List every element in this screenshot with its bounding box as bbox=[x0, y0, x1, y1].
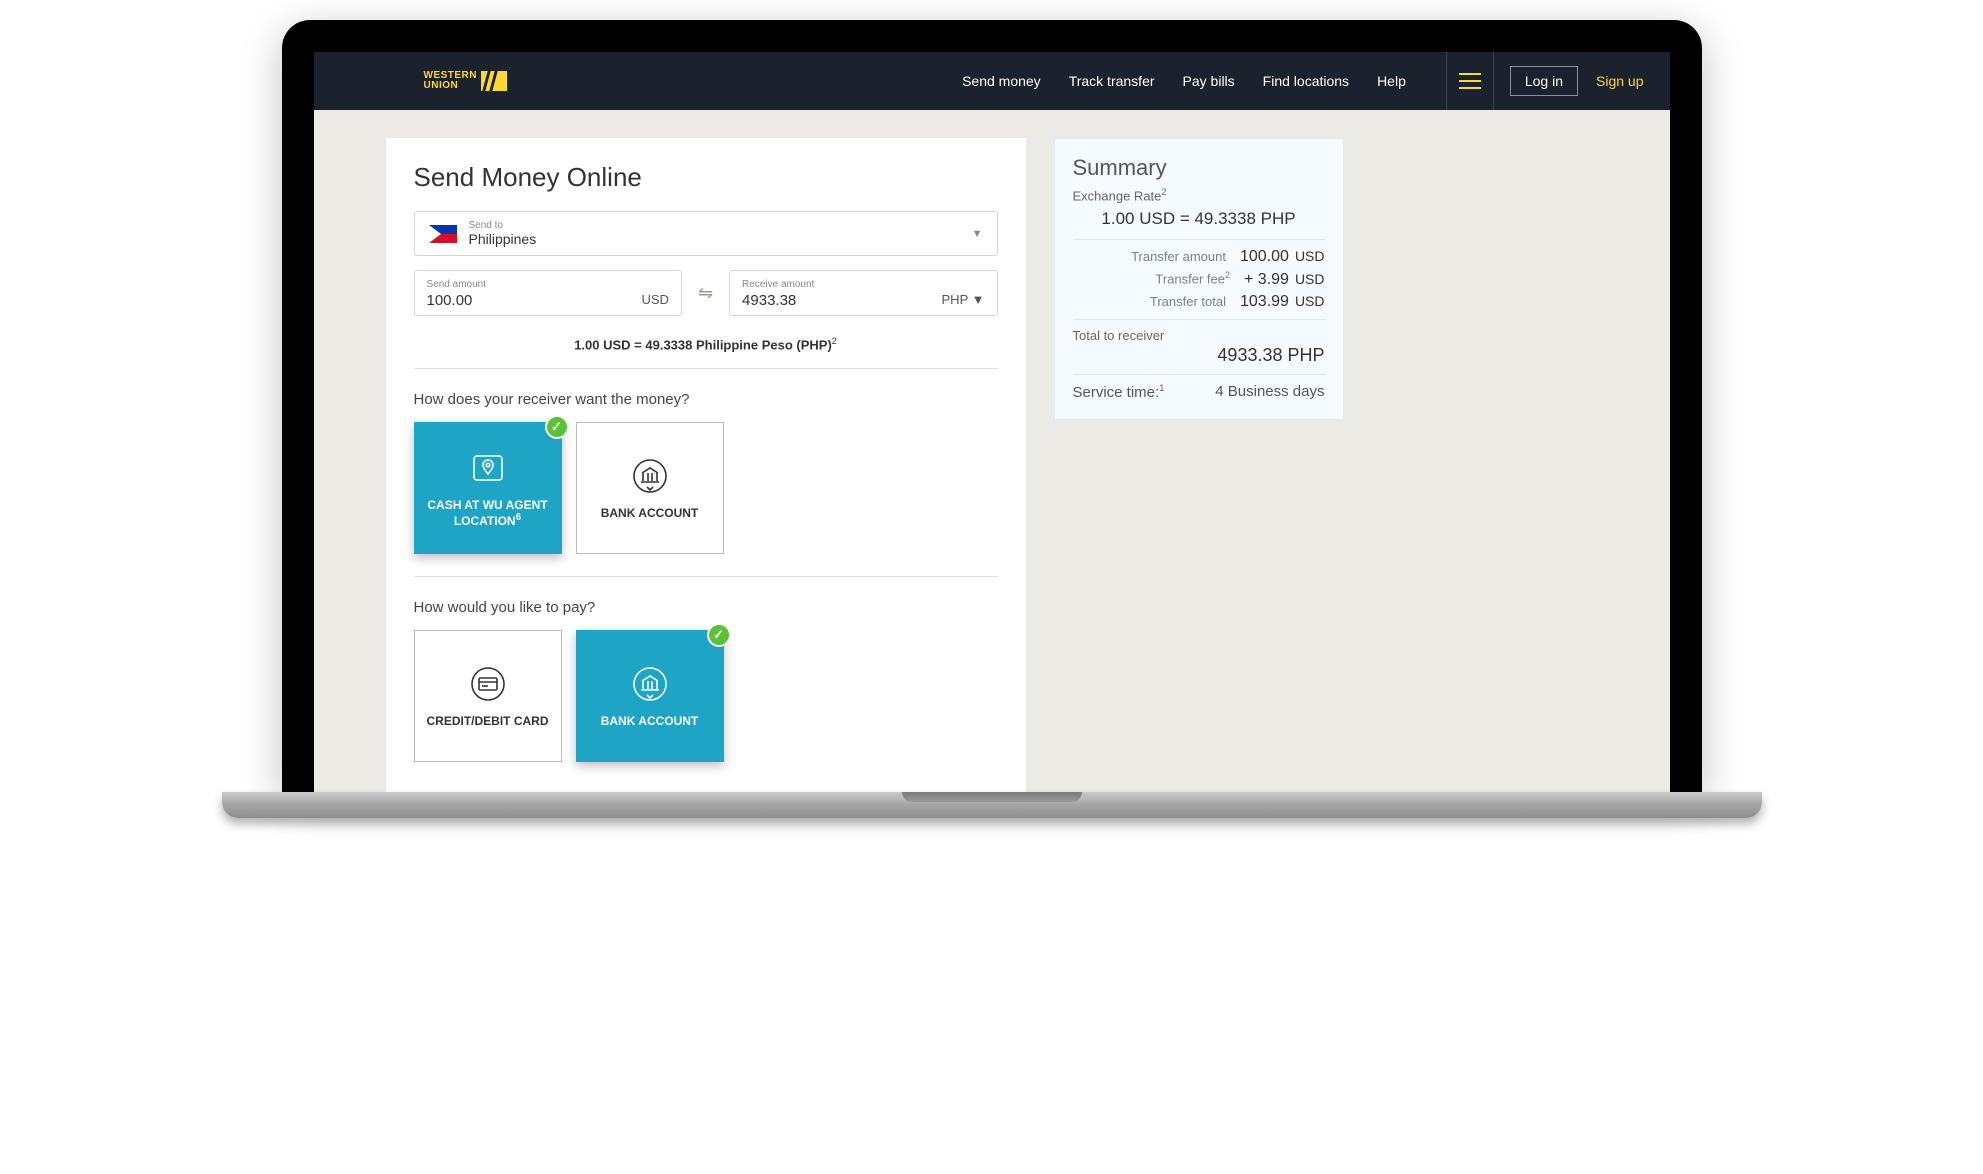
credit-card-icon bbox=[468, 664, 508, 704]
pay-method-question: How would you like to pay? bbox=[414, 599, 998, 616]
summary-amount-label: Transfer amount bbox=[1073, 249, 1241, 264]
brand-logo[interactable]: WESTERN UNION bbox=[424, 71, 508, 91]
send-amount-input[interactable]: Send amount 100.00 USD bbox=[414, 270, 682, 316]
summary-service-value: 4 Business days bbox=[1215, 383, 1324, 401]
check-icon: ✓ bbox=[545, 415, 569, 439]
receive-option-bank[interactable]: BANK ACCOUNT bbox=[576, 422, 724, 554]
wu-mark-icon bbox=[481, 71, 507, 91]
receive-amount-label: Receive amount bbox=[742, 279, 984, 290]
summary-panel: Summary Exchange Rate2 1.00 USD = 49.333… bbox=[1054, 138, 1344, 420]
send-amount-currency: USD bbox=[642, 292, 669, 307]
login-button[interactable]: Log in bbox=[1510, 66, 1578, 96]
send-to-label: Send to bbox=[469, 220, 537, 231]
location-pin-icon bbox=[468, 448, 508, 488]
laptop-base bbox=[222, 792, 1762, 818]
check-icon: ✓ bbox=[707, 623, 731, 647]
pay-option-bank-label: BANK ACCOUNT bbox=[601, 714, 699, 728]
brand-line2: UNION bbox=[424, 81, 478, 91]
divider bbox=[414, 576, 998, 577]
summary-service-label: Service time:1 bbox=[1073, 383, 1165, 401]
send-money-panel: Send Money Online Send to Philippines ▼ … bbox=[386, 138, 1026, 792]
receive-amount-currency[interactable]: PHP ▼ bbox=[942, 292, 985, 307]
top-nav: WESTERN UNION Send money Track transfer … bbox=[314, 52, 1670, 110]
divider bbox=[414, 368, 998, 369]
summary-title: Summary bbox=[1073, 155, 1325, 181]
nav-help[interactable]: Help bbox=[1377, 73, 1406, 89]
bank-icon bbox=[630, 456, 670, 496]
summary-total-label: Transfer total bbox=[1073, 294, 1241, 309]
swap-icon: ⇋ bbox=[698, 283, 713, 304]
pay-option-card[interactable]: CREDIT/DEBIT CARD bbox=[414, 630, 562, 762]
send-to-country: Philippines bbox=[469, 231, 537, 247]
summary-exchange-label: Exchange Rate2 bbox=[1073, 187, 1325, 203]
nav-links: Send money Track transfer Pay bills Find… bbox=[962, 73, 1406, 89]
receive-option-cash[interactable]: ✓ CASH AT WU AGENT LOCATION6 bbox=[414, 422, 562, 554]
nav-track-transfer[interactable]: Track transfer bbox=[1069, 73, 1155, 89]
exchange-rate-line: 1.00 USD = 49.3338 Philippine Peso (PHP)… bbox=[414, 336, 998, 352]
receive-amount-input[interactable]: Receive amount 4933.38 PHP ▼ bbox=[729, 270, 997, 316]
summary-total-value: 103.99 bbox=[1240, 293, 1289, 310]
summary-receiver-label: Total to receiver bbox=[1073, 328, 1325, 343]
chevron-down-icon: ▼ bbox=[972, 228, 983, 240]
signup-link[interactable]: Sign up bbox=[1596, 73, 1643, 89]
nav-send-money[interactable]: Send money bbox=[962, 73, 1041, 89]
nav-pay-bills[interactable]: Pay bills bbox=[1183, 73, 1235, 89]
send-amount-value: 100.00 bbox=[427, 292, 669, 309]
pay-option-card-label: CREDIT/DEBIT CARD bbox=[427, 714, 549, 728]
summary-exchange-rate: 1.00 USD = 49.3338 PHP bbox=[1073, 209, 1325, 229]
send-amount-label: Send amount bbox=[427, 279, 669, 290]
pay-option-bank[interactable]: ✓ BANK ACCOUNT bbox=[576, 630, 724, 762]
summary-fee-label: Transfer fee2 bbox=[1073, 270, 1245, 286]
summary-receiver-value: 4933.38 PHP bbox=[1073, 345, 1325, 366]
nav-find-locations[interactable]: Find locations bbox=[1263, 73, 1349, 89]
summary-amount-value: 100.00 bbox=[1240, 248, 1289, 265]
send-to-selector[interactable]: Send to Philippines ▼ bbox=[414, 211, 998, 256]
menu-icon[interactable] bbox=[1446, 52, 1494, 110]
receive-option-bank-label: BANK ACCOUNT bbox=[601, 506, 699, 520]
page-title: Send Money Online bbox=[414, 162, 998, 193]
receive-method-question: How does your receiver want the money? bbox=[414, 391, 998, 408]
receive-option-cash-label: CASH AT WU AGENT LOCATION bbox=[427, 498, 547, 528]
summary-fee-value: + 3.99 bbox=[1244, 271, 1289, 288]
bank-icon bbox=[630, 664, 670, 704]
laptop-frame: WESTERN UNION Send money Track transfer … bbox=[282, 20, 1702, 818]
flag-philippines-icon bbox=[429, 225, 457, 243]
